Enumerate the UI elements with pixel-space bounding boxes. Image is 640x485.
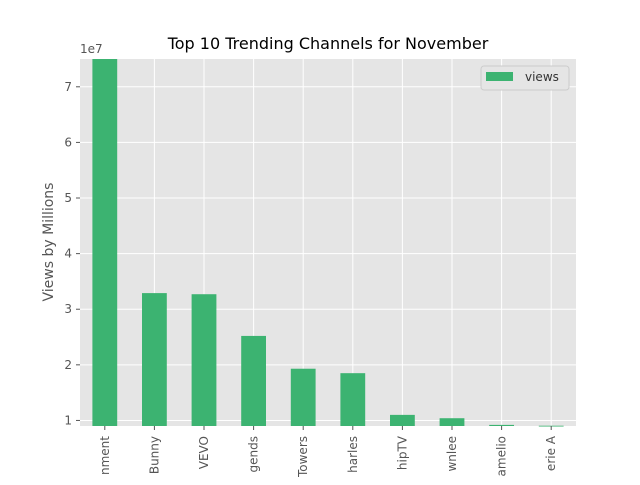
x-tick-label: wnlee [445, 436, 459, 472]
bar [489, 424, 514, 426]
x-tick-label: harles [346, 436, 360, 473]
y-axis-offset-label: 1e7 [80, 42, 103, 56]
x-tick-label: Bunny [147, 436, 161, 474]
bars [92, 59, 564, 427]
bar [390, 414, 415, 426]
legend-swatch [486, 72, 513, 81]
bar [142, 293, 167, 426]
x-tick-label: Towers [296, 436, 310, 478]
x-axis-ticks: nment Bunny VEVO gends Towers harles hipTV wnle… [98, 426, 558, 478]
y-tick-label: 1 [64, 413, 72, 427]
legend-label: views [525, 70, 559, 84]
x-tick-label: gends [247, 436, 261, 472]
y-axis-label: Views by Millions [41, 183, 57, 302]
legend: views [480, 65, 570, 91]
bar [241, 335, 266, 426]
x-tick-label: nment [98, 436, 112, 475]
y-tick-label: 5 [64, 191, 72, 205]
chart-title: Top 10 Trending Channels for November [167, 34, 489, 53]
bar [290, 368, 316, 426]
y-tick-label: 6 [64, 135, 72, 149]
x-tick-label: hipTV [395, 435, 409, 470]
y-tick-label: 3 [64, 302, 72, 316]
x-tick-label: amelio [495, 436, 509, 476]
bar [340, 373, 366, 426]
y-tick-label: 2 [64, 358, 72, 372]
bar [92, 59, 118, 426]
y-axis-ticks: 1 2 3 4 5 6 7 [64, 80, 80, 427]
y-tick-label: 7 [64, 80, 72, 94]
x-tick-label: VEVO [197, 436, 211, 469]
bar [439, 418, 465, 426]
y-tick-label: 4 [64, 247, 72, 261]
x-tick-label: erie A [544, 435, 558, 471]
bar [191, 294, 217, 426]
